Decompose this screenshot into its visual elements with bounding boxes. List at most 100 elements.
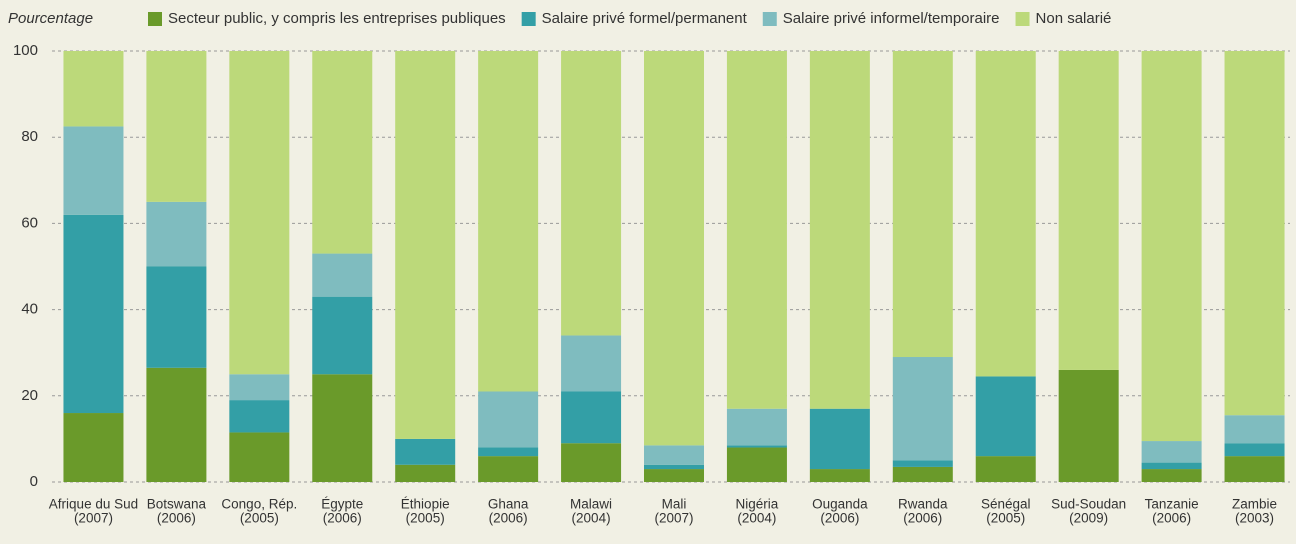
bar-segment <box>975 376 1036 457</box>
x-tick-label: (2006) <box>1152 511 1191 526</box>
bar-segment <box>1058 369 1119 482</box>
bar-segment <box>395 464 456 482</box>
bar-segment <box>892 357 953 461</box>
bar-segment <box>395 438 456 465</box>
bar-segment <box>1224 443 1285 457</box>
bar-segment <box>644 469 704 482</box>
bar-segment <box>146 367 207 482</box>
bar-segment <box>312 253 373 297</box>
y-axis-label: Pourcentage <box>8 10 93 27</box>
x-tick-label: (2005) <box>240 511 279 526</box>
bar-segment <box>395 51 456 439</box>
bar-segment <box>1224 456 1285 482</box>
bar-segment <box>146 201 207 267</box>
bar-segment <box>1141 462 1202 470</box>
legend-swatch <box>148 12 162 26</box>
x-tick-label: (2004) <box>572 511 611 526</box>
legend-swatch <box>521 12 536 26</box>
bar-segment <box>312 296 373 375</box>
legend-label: Secteur public, y compris les entreprise… <box>168 10 506 27</box>
bar-segment <box>726 447 787 482</box>
bar-segment <box>726 445 787 448</box>
bar-segment <box>726 51 787 409</box>
bar-segment <box>809 408 870 470</box>
y-tick-label: 100 <box>13 42 38 59</box>
legend-label: Non salarié <box>1036 10 1112 27</box>
bar-segment <box>146 266 207 368</box>
bar-segment <box>975 51 1036 377</box>
x-tick-label: (2006) <box>323 511 362 526</box>
x-tick-label: (2006) <box>903 511 942 526</box>
bar-segment <box>478 456 539 482</box>
bar-segment <box>478 391 539 448</box>
bar-segment <box>561 335 622 392</box>
bar-segment <box>809 469 870 482</box>
bar-segment <box>146 51 207 202</box>
bar-segment <box>892 460 953 467</box>
x-tick-label: Ghana <box>488 497 529 512</box>
x-tick-label: (2006) <box>489 511 528 526</box>
x-tick-label: Afrique du Sud <box>49 497 138 512</box>
bar-segment <box>312 374 373 482</box>
x-tick-label: (2007) <box>654 511 693 526</box>
bar-segment <box>229 374 290 401</box>
x-tick-label: (2006) <box>157 511 196 526</box>
bar-segment <box>975 456 1036 482</box>
x-tick-label: Rwanda <box>898 497 948 512</box>
x-tick-label: (2004) <box>737 511 776 526</box>
x-tick-label: (2006) <box>820 511 859 526</box>
bar-segment <box>1058 51 1119 370</box>
bar-segment <box>229 51 290 375</box>
x-tick-label: Égypte <box>321 497 363 512</box>
x-tick-label: (2005) <box>986 511 1025 526</box>
legend-swatch <box>1015 12 1030 26</box>
bar-segment <box>478 447 539 457</box>
bar-segment <box>229 432 290 482</box>
x-tick-label: (2005) <box>406 511 445 526</box>
bar-segment <box>1141 469 1202 482</box>
bar-segment <box>561 51 622 336</box>
bar-segment <box>1224 51 1285 416</box>
x-tick-label: Sénégal <box>981 497 1031 512</box>
bar-segment <box>892 51 953 358</box>
x-tick-label: (2007) <box>74 511 113 526</box>
y-tick-label: 40 <box>21 301 38 318</box>
y-tick-label: 60 <box>21 214 38 231</box>
x-tick-label: Tanzanie <box>1145 497 1199 512</box>
x-tick-label: Nigéria <box>736 497 779 512</box>
bar-segment <box>561 391 622 444</box>
bar-segment <box>1224 415 1285 444</box>
bar-segment <box>644 51 704 446</box>
x-tick-label: (2009) <box>1069 511 1108 526</box>
bar-segment <box>63 51 124 127</box>
x-tick-label: Congo, Rép. <box>221 497 297 512</box>
x-tick-label: Malawi <box>570 497 612 512</box>
legend-label: Salaire privé informel/temporaire <box>783 10 1000 27</box>
legend-swatch <box>762 12 777 26</box>
x-tick-label: Ouganda <box>812 497 868 512</box>
x-tick-label: Mali <box>662 497 687 512</box>
legend-label: Salaire privé formel/permanent <box>542 10 748 27</box>
bar-segment <box>63 126 124 215</box>
y-tick-label: 20 <box>21 387 38 404</box>
bar-segment <box>644 464 704 470</box>
bar-segment <box>229 400 290 433</box>
bar-segment <box>644 445 704 465</box>
x-tick-label: Sud-Soudan <box>1051 497 1126 512</box>
bar-segment <box>478 51 539 392</box>
x-tick-label: Éthiopie <box>401 497 450 512</box>
x-tick-label: (2003) <box>1235 511 1274 526</box>
bar-segment <box>892 466 953 482</box>
bar-segment <box>63 413 124 482</box>
bar-segment <box>1141 441 1202 463</box>
x-tick-label: Zambie <box>1232 497 1277 512</box>
y-tick-label: 80 <box>21 128 38 145</box>
x-tick-label: Botswana <box>147 497 207 512</box>
bar-segment <box>561 443 622 482</box>
y-tick-label: 0 <box>30 473 38 490</box>
bar-segment <box>1141 51 1202 442</box>
bar-segment <box>809 51 870 409</box>
bar-segment <box>312 51 373 254</box>
bar-segment <box>63 214 124 414</box>
